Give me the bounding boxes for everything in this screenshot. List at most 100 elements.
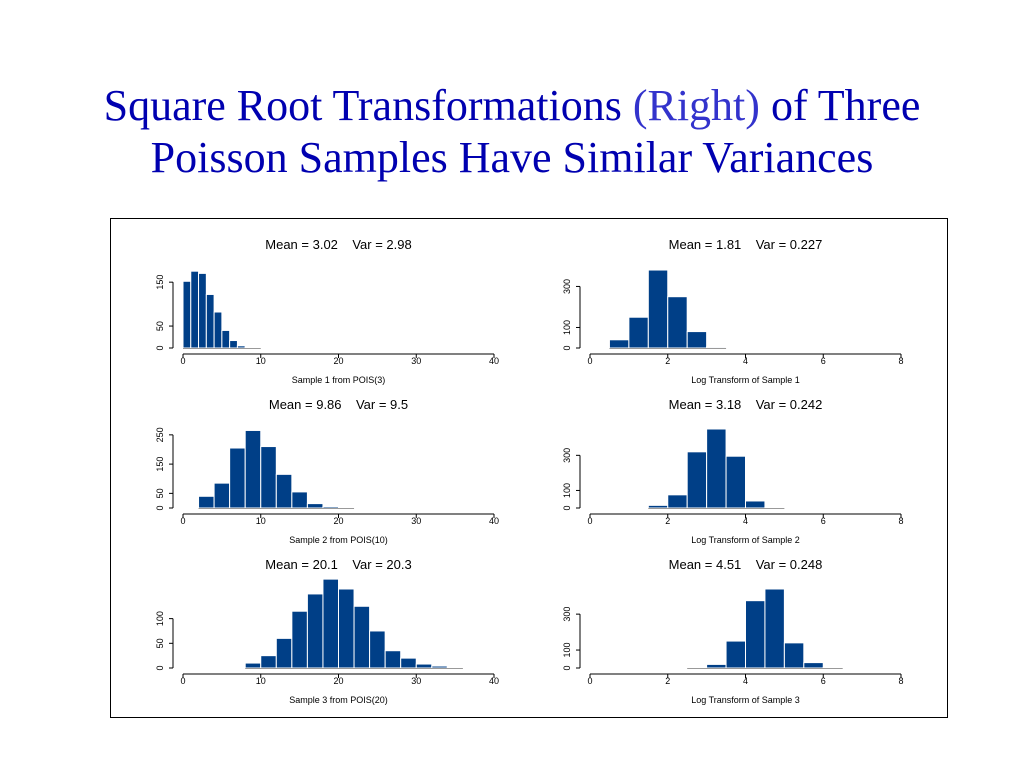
x-axis-label: Log Transform of Sample 2	[691, 535, 800, 545]
histogram-bar	[764, 588, 785, 669]
y-tick-label: 300	[562, 279, 572, 294]
histogram-bar	[400, 657, 417, 669]
chart-title: Mean = 4.51 Var = 0.248	[669, 557, 823, 572]
slide-title-line-1: Square Root Transformations (Right) of T…	[0, 80, 1024, 132]
y-tick-label: 0	[155, 665, 165, 670]
histogram-bar	[244, 662, 262, 669]
x-tick-label: 0	[180, 516, 185, 526]
histogram-bar	[446, 666, 464, 669]
x-tick-label: 20	[333, 356, 343, 366]
x-tick-label: 40	[489, 356, 499, 366]
histogram-bar	[725, 455, 746, 509]
y-tick-label: 0	[562, 345, 572, 350]
histogram-bar	[198, 495, 215, 509]
histogram-bar	[783, 642, 805, 669]
histogram-bar	[667, 494, 688, 509]
histogram-bar	[306, 593, 324, 669]
histogram-bar	[252, 347, 262, 349]
histogram-bar	[306, 503, 324, 509]
x-tick-label: 2	[665, 676, 670, 686]
chart-title: Mean = 20.1 Var = 20.3	[265, 557, 411, 572]
y-tick-label: 50	[155, 488, 165, 498]
histogram-bar	[822, 666, 844, 669]
y-tick-label: 100	[562, 320, 572, 335]
x-tick-label: 0	[587, 676, 592, 686]
x-tick-label: 2	[665, 356, 670, 366]
histogram-bar	[369, 630, 386, 669]
x-tick-label: 8	[898, 676, 903, 686]
y-tick-label: 150	[155, 275, 165, 290]
x-tick-label: 30	[411, 516, 421, 526]
histogram-bar	[229, 447, 246, 509]
histogram-bar	[182, 280, 192, 349]
histogram-bar	[667, 296, 688, 349]
histogram-bar	[198, 272, 207, 349]
x-tick-label: 30	[411, 356, 421, 366]
y-tick-label: 100	[562, 643, 572, 658]
histogram-bar	[415, 663, 433, 669]
histogram-bar	[229, 340, 238, 349]
histogram-bar	[205, 293, 215, 349]
y-tick-label: 50	[155, 638, 165, 648]
histogram-bar	[260, 446, 277, 509]
x-tick-label: 0	[180, 356, 185, 366]
x-tick-label: 40	[489, 516, 499, 526]
histogram-bar	[384, 650, 402, 669]
x-tick-label: 30	[411, 676, 421, 686]
x-tick-label: 4	[743, 516, 748, 526]
y-tick-label: 300	[562, 448, 572, 463]
chart-title: Mean = 3.18 Var = 0.242	[669, 397, 823, 412]
x-tick-label: 10	[256, 676, 266, 686]
y-tick-label: 0	[155, 345, 165, 350]
histogram-bar	[213, 311, 223, 349]
histogram-bar	[764, 506, 785, 509]
histogram-bar	[686, 331, 708, 349]
x-tick-label: 20	[333, 676, 343, 686]
x-tick-label: 6	[821, 676, 826, 686]
histogram-bar	[608, 339, 630, 349]
x-tick-label: 0	[587, 356, 592, 366]
y-tick-label: 0	[562, 505, 572, 510]
histogram-bar	[338, 588, 355, 669]
histogram-bar	[686, 666, 708, 669]
histogram-4: Mean = 3.18 Var = 0.242 0 2 4 6 8 Log Transfor…	[562, 397, 904, 545]
histogram-bar	[745, 500, 766, 509]
title-part-highlight: (Right)	[632, 81, 760, 130]
x-tick-label: 10	[256, 516, 266, 526]
histogram-bar	[275, 637, 293, 669]
x-axis-label: Sample 2 from POIS(10)	[289, 535, 388, 545]
histogram-bar	[260, 655, 277, 669]
histogram-3: Mean = 9.86 Var = 9.5 0 10 20 30 40 Sample 2 f…	[155, 397, 499, 545]
histogram-1: Mean = 3.02 Var = 2.98 0 10 20 30 40 Sample 1 …	[155, 237, 499, 385]
x-tick-label: 2	[665, 516, 670, 526]
histogram-bar	[431, 665, 448, 669]
histogram-bar	[706, 428, 727, 509]
histogram-bar	[190, 270, 200, 349]
x-axis-label: Sample 1 from POIS(3)	[292, 375, 386, 385]
x-tick-label: 6	[821, 356, 826, 366]
y-tick-label: 300	[562, 607, 572, 622]
histogram-bar	[647, 269, 669, 349]
x-tick-label: 0	[180, 676, 185, 686]
y-tick-label: 150	[155, 457, 165, 472]
histogram-bar	[706, 663, 727, 669]
x-tick-label: 10	[256, 356, 266, 366]
x-tick-label: 4	[743, 356, 748, 366]
histogram-bar	[244, 346, 254, 349]
y-tick-label: 250	[155, 427, 165, 442]
histogram-bar	[291, 491, 308, 509]
x-tick-label: 20	[333, 516, 343, 526]
y-tick-label: 50	[155, 321, 165, 331]
y-tick-label: 100	[562, 483, 572, 498]
histogram-bar	[628, 316, 649, 349]
x-tick-label: 6	[821, 516, 826, 526]
x-axis-label: Log Transform of Sample 1	[691, 375, 800, 385]
y-tick-label: 0	[155, 505, 165, 510]
x-axis-label: Log Transform of Sample 3	[691, 695, 800, 705]
x-tick-label: 4	[743, 676, 748, 686]
histogram-bar	[803, 662, 824, 669]
histogram-bar	[686, 451, 708, 509]
histogram-5: Mean = 20.1 Var = 20.3 0 10 20 30 40 Sample 3 …	[155, 557, 499, 705]
title-part-a: Square Root Transformations	[103, 81, 622, 130]
